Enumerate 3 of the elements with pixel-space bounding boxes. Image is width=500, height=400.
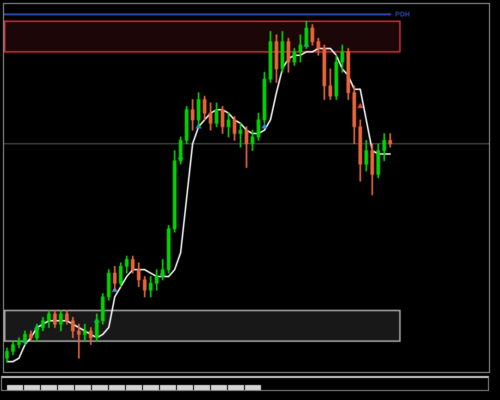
candlestick — [238, 123, 242, 148]
point — [357, 102, 364, 108]
point — [261, 123, 268, 128]
